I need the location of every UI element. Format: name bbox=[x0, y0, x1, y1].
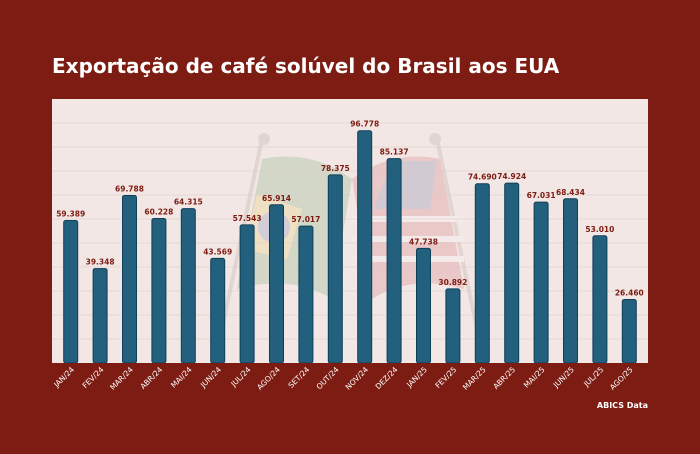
value-label: 57.017 bbox=[291, 215, 320, 224]
value-label: 96.778 bbox=[350, 120, 379, 129]
value-label: 67.031 bbox=[527, 191, 556, 200]
value-label: 64.315 bbox=[174, 198, 203, 207]
x-tick-label: MAR/25 bbox=[461, 365, 488, 392]
bar-jun-24 bbox=[210, 257, 226, 363]
x-tick-label: ABR/25 bbox=[491, 365, 517, 391]
value-label: 57.543 bbox=[233, 214, 262, 223]
x-tick-label: MAI/24 bbox=[169, 365, 194, 390]
bar-nov-24 bbox=[357, 130, 373, 363]
value-label: 69.788 bbox=[115, 185, 144, 194]
x-tick-label: JUL/24 bbox=[229, 365, 253, 389]
bar-mai-25 bbox=[533, 201, 549, 363]
bar-dez-24 bbox=[386, 158, 402, 363]
value-label: 53.010 bbox=[585, 225, 614, 234]
x-tick-label: OUT/24 bbox=[315, 365, 341, 391]
value-label: 30.892 bbox=[438, 278, 467, 287]
bar-mai-24 bbox=[180, 208, 196, 363]
x-tick-label: AGO/25 bbox=[608, 365, 635, 392]
x-tick-label: FEV/25 bbox=[433, 365, 458, 390]
bar-jul-24 bbox=[239, 224, 255, 363]
bar-jul-25 bbox=[592, 235, 608, 363]
bar-jan-25 bbox=[416, 247, 431, 363]
value-label: 43.569 bbox=[203, 247, 232, 256]
bar-out-24 bbox=[327, 174, 343, 363]
x-tick-label: JUN/24 bbox=[198, 365, 223, 390]
x-tick-label: NOV/24 bbox=[344, 365, 371, 392]
bar-mar-25 bbox=[474, 183, 490, 363]
x-tick-label: MAI/25 bbox=[522, 365, 547, 390]
bar-fev-25 bbox=[445, 288, 461, 363]
source-label: ABICS Data bbox=[596, 401, 648, 410]
value-label: 74.690 bbox=[468, 173, 497, 182]
bar-jun-25 bbox=[563, 198, 578, 363]
bar-mar-24 bbox=[122, 195, 137, 363]
bar-abr-25 bbox=[504, 182, 520, 363]
value-label: 39.348 bbox=[86, 258, 115, 267]
x-tick-label: JUL/25 bbox=[581, 365, 605, 389]
gridlines bbox=[52, 122, 648, 340]
flags-watermark bbox=[220, 133, 479, 330]
value-label: 47.738 bbox=[409, 237, 438, 246]
bar-jan-24 bbox=[63, 219, 79, 363]
x-tick-label: DEZ/24 bbox=[374, 365, 400, 391]
x-tick-label: JAN/25 bbox=[404, 365, 429, 390]
chart-title: Exportação de café solúvel do Brasil aos… bbox=[52, 54, 560, 78]
x-tick-label: ABR/24 bbox=[138, 365, 164, 391]
x-tick-label: JAN/24 bbox=[51, 365, 76, 390]
bar-abr-24 bbox=[151, 217, 167, 363]
value-label: 60.228 bbox=[144, 207, 173, 216]
x-axis: JAN/24 FEV/24 MAR/24 ABR/24 MAI/24 JUN/24 JUL/… bbox=[51, 365, 635, 392]
value-label: 65.914 bbox=[262, 194, 291, 203]
value-label: 68.434 bbox=[556, 188, 585, 197]
value-label: 78.375 bbox=[321, 164, 350, 173]
x-tick-label: AGO/24 bbox=[255, 365, 282, 392]
bar-set-24 bbox=[298, 225, 314, 363]
value-label: 59.389 bbox=[56, 209, 85, 218]
x-tick-label: MAR/24 bbox=[108, 365, 135, 392]
value-label: 74.924 bbox=[497, 172, 526, 181]
bar-fev-24 bbox=[92, 268, 108, 363]
bar-ago-25 bbox=[621, 298, 637, 363]
plot-area: 59.389 39.348 69.788 60.228 64.315 43.569 57.5… bbox=[52, 99, 648, 363]
value-label: 85.137 bbox=[380, 148, 409, 157]
x-tick-label: FEV/24 bbox=[81, 365, 106, 390]
value-label: 26.460 bbox=[615, 288, 644, 297]
bars bbox=[63, 130, 637, 363]
bar-ago-24 bbox=[269, 204, 284, 363]
x-tick-label: JUN/25 bbox=[551, 365, 576, 390]
x-tick-label: SET/24 bbox=[286, 365, 311, 390]
